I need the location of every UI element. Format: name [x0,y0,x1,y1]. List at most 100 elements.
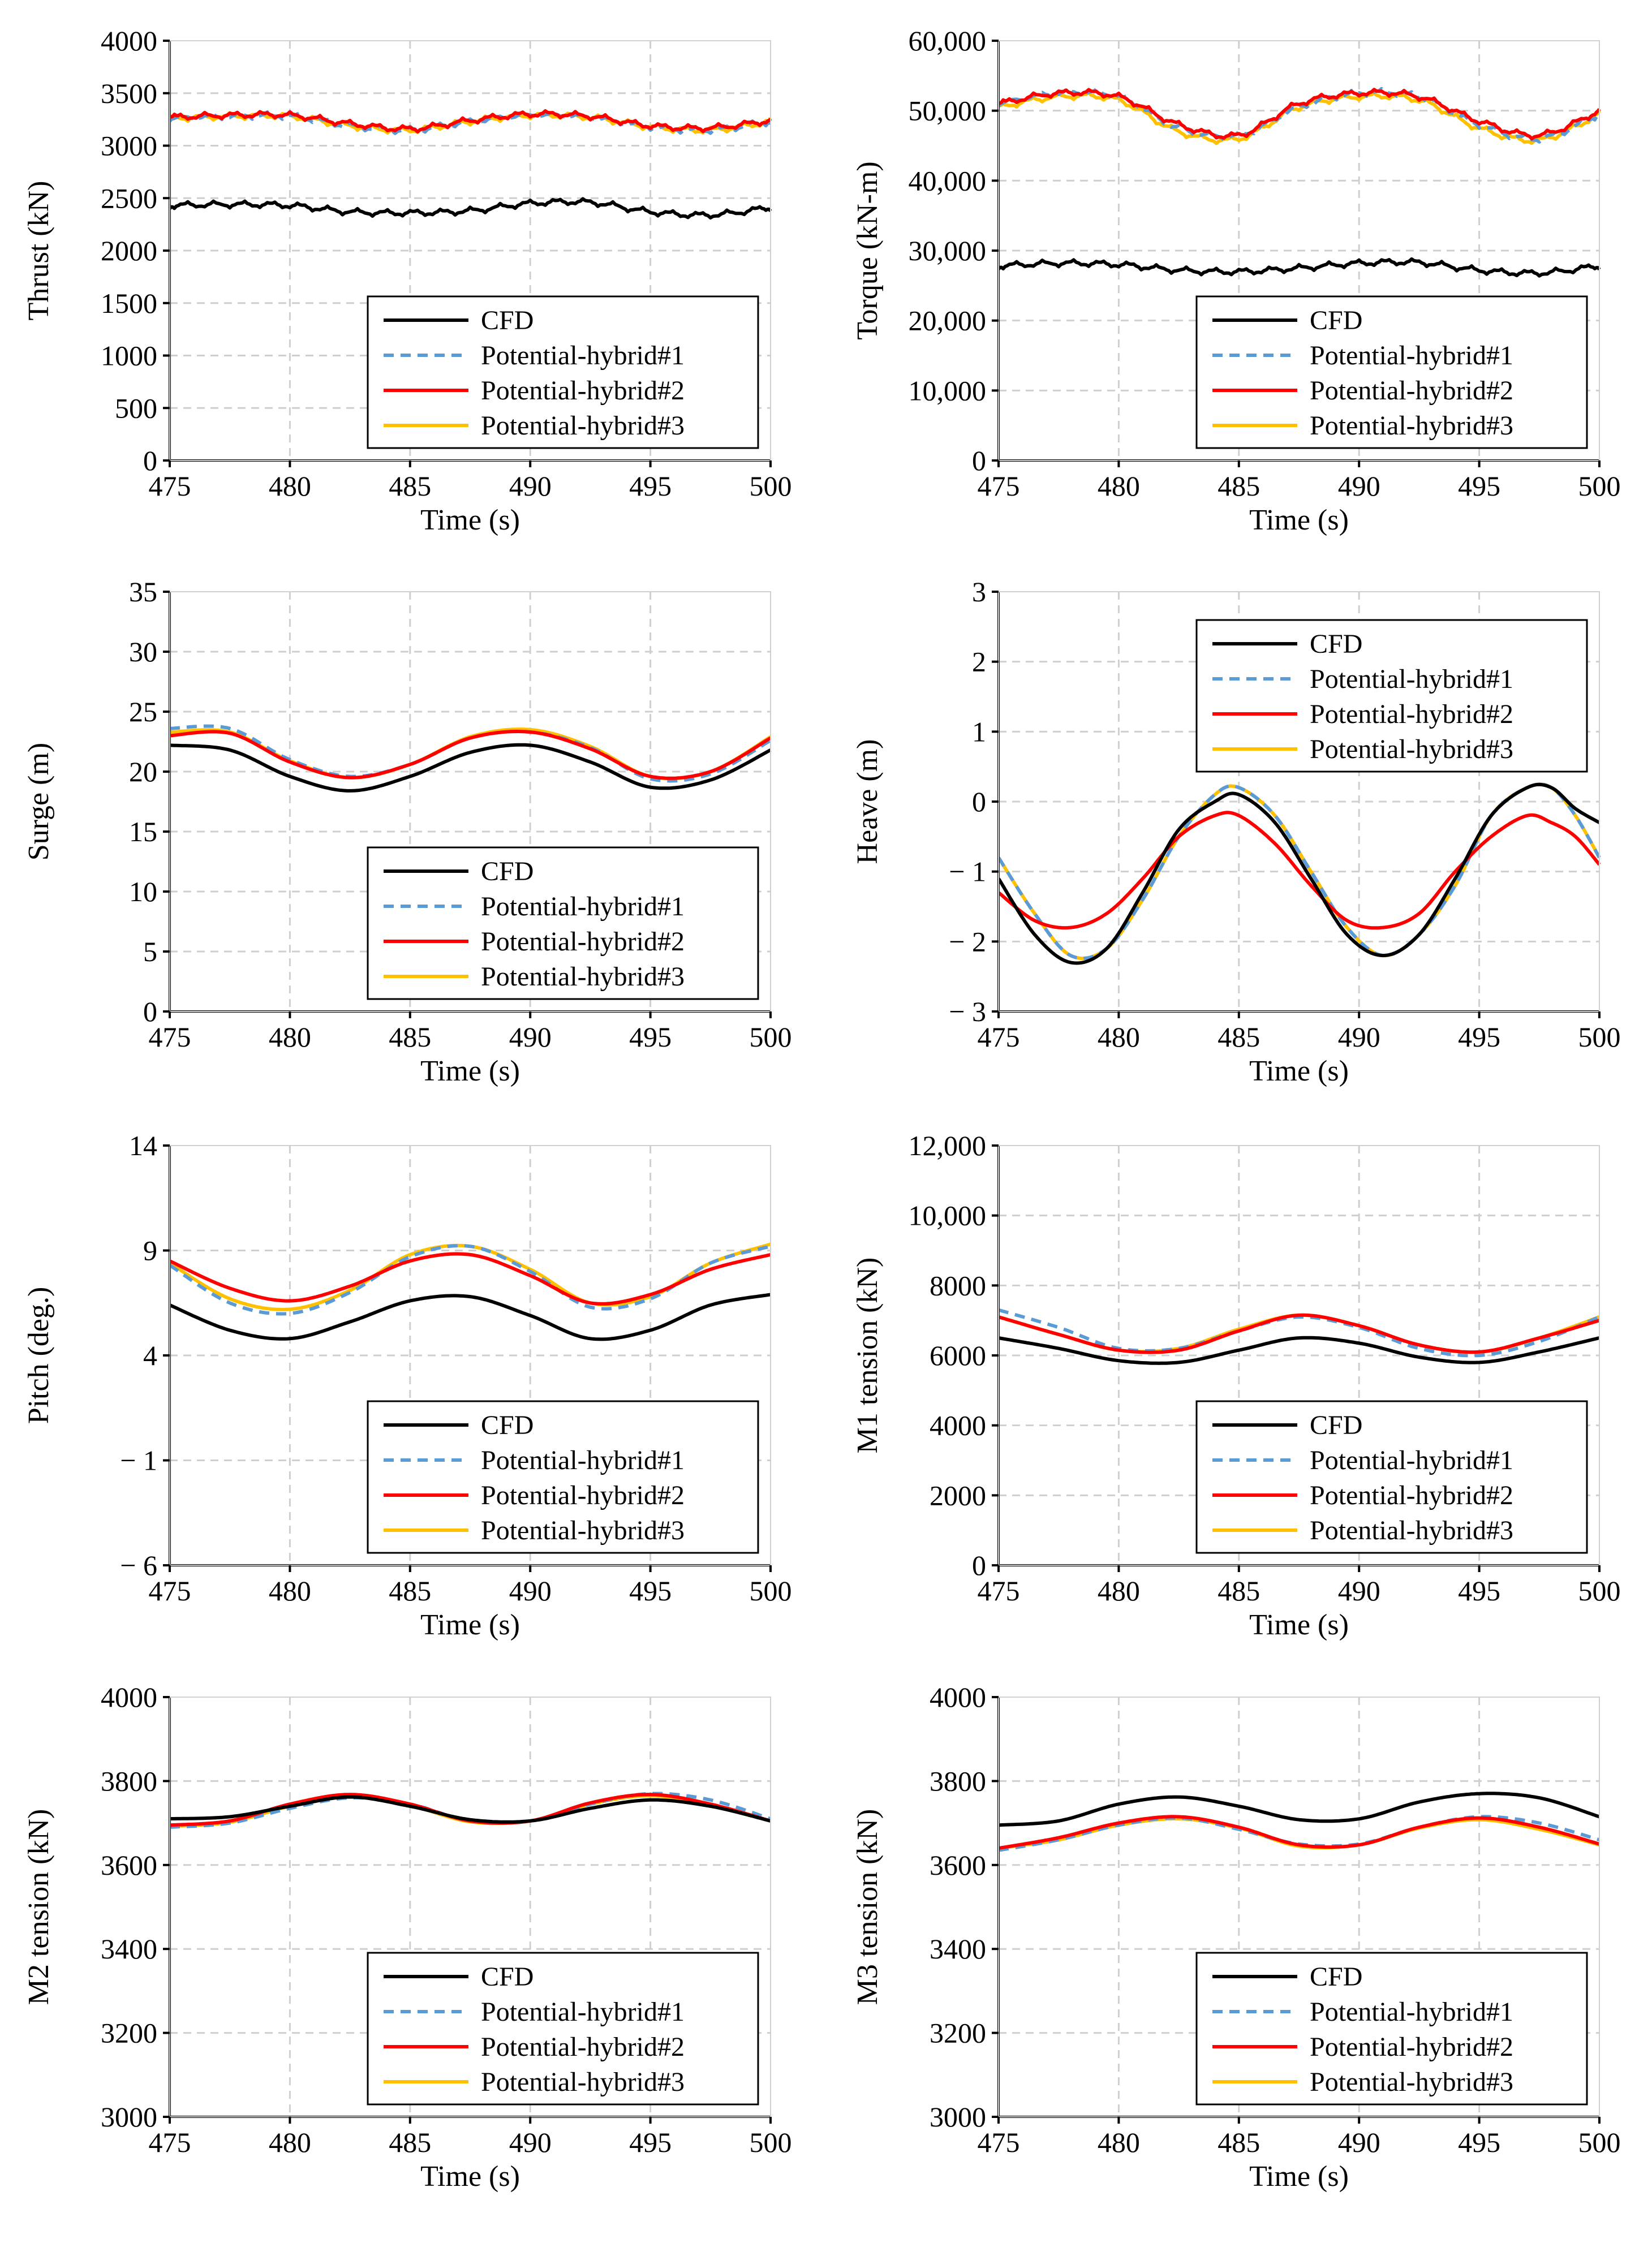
y-tick-label: 40,000 [909,165,987,196]
x-tick-label: 495 [629,1021,672,1053]
x-tick-label: 485 [1218,1575,1260,1607]
x-axis-title: Time (s) [420,504,520,536]
series-line-3 [998,1815,1600,1850]
y-tick-label: 14 [129,1130,157,1161]
x-tick-label: 500 [1578,470,1621,502]
legend-label-3: Potential-hybrid#2 [1310,376,1513,406]
chart-panel-7: 475 480 485 490 495 500 3000 3200 3400 3600 3800 40… [23,1681,792,2193]
legend: CFD Potential-hybrid#1 Potential-hybrid#2 P… [367,846,759,1000]
x-tick-label: 500 [1578,2126,1621,2158]
series-line-1 [997,782,1601,965]
legend-label-3: Potential-hybrid#2 [1310,699,1513,729]
x-tick-label: 490 [509,1021,552,1053]
x-tick-label: 485 [389,1021,431,1053]
y-tick-label: − 2 [949,925,986,957]
y-tick-label: 5 [143,936,157,967]
y-tick-label: 10,000 [909,374,987,406]
legend-label-4: Potential-hybrid#3 [1310,411,1513,441]
y-tick-label: − 1 [949,856,986,888]
legend: CFD Potential-hybrid#1 Potential-hybrid#2 P… [367,1952,759,2106]
legend-label-1: CFD [1310,1962,1362,1992]
x-tick-label: 490 [509,1575,552,1607]
x-tick-label: 495 [1458,470,1500,502]
y-tick-label: 4000 [101,1681,157,1713]
y-tick-label: 3800 [101,1765,157,1797]
x-tick-label: 490 [509,2126,552,2158]
series-line-2 [169,724,772,783]
x-tick-label: 490 [1338,2126,1380,2158]
x-tick-label: 480 [1098,1575,1140,1607]
legend-label-1: CFD [481,1410,534,1440]
x-axis-title: Time (s) [1249,504,1349,536]
y-tick-label: 2000 [930,1479,986,1511]
y-tick-label: 1 [972,716,986,747]
legend-label-4: Potential-hybrid#3 [481,411,685,441]
y-tick-label: − 1 [120,1445,157,1476]
y-tick-label: − 3 [949,996,986,1027]
x-tick-label: 485 [1218,1021,1260,1053]
y-tick-label: 4000 [101,25,157,57]
plot-frame [998,1697,1600,2117]
x-tick-label: 490 [509,470,552,502]
y-tick-label: 15 [129,816,157,847]
x-tick-label: 475 [978,1021,1020,1053]
y-tick-label: 0 [972,786,986,817]
x-tick-label: 500 [750,1575,792,1607]
y-tick-label: 3000 [101,2101,157,2133]
legend-label-3: Potential-hybrid#2 [481,1480,685,1510]
plot-frame [169,591,771,1012]
y-tick-label: 12,000 [909,1130,987,1161]
y-tick-label: 2500 [101,182,157,214]
x-axis-title: Time (s) [1249,1609,1349,1641]
legend-label-2: Potential-hybrid#1 [481,892,685,922]
y-tick-label: 3000 [101,130,157,162]
y-tick-label: 4000 [930,1410,986,1441]
y-tick-label: 0 [143,996,157,1027]
x-tick-label: 500 [1578,1021,1621,1053]
legend-box [367,295,759,449]
legend-label-2: Potential-hybrid#1 [1310,1445,1513,1475]
legend-label-1: CFD [481,856,534,886]
legend: CFD Potential-hybrid#1 Potential-hybrid#2 P… [1195,1952,1588,2106]
x-tick-label: 495 [1458,1575,1500,1607]
series-line-4 [997,91,1601,145]
x-tick-label: 500 [750,470,792,502]
series-line-3 [169,109,772,134]
legend-label-3: Potential-hybrid#2 [481,2032,685,2062]
x-tick-label: 475 [149,2126,191,2158]
legend: CFD Potential-hybrid#1 Potential-hybrid#2 P… [367,295,759,449]
y-tick-label: 3600 [101,1849,157,1881]
x-tick-label: 500 [750,2126,792,2158]
y-tick-label: 0 [972,445,986,476]
x-tick-label: 475 [978,470,1020,502]
y-tick-label: 3200 [101,2017,157,2049]
series-line-3 [169,1252,771,1306]
x-axis-title: Time (s) [1249,1055,1349,1087]
y-tick-label: 1500 [101,287,157,319]
y-tick-label: 3600 [930,1849,986,1881]
legend: CFD Potential-hybrid#1 Potential-hybrid#2 P… [367,1400,759,1554]
x-tick-label: 475 [149,470,191,502]
x-tick-label: 480 [1098,470,1140,502]
y-tick-label: − 6 [120,1549,157,1581]
x-tick-label: 495 [629,1575,672,1607]
x-tick-label: 495 [1458,2126,1500,2158]
y-tick-label: 20 [129,756,157,787]
series-line-3 [998,1313,1600,1354]
y-axis-title: M1 tension (kN) [851,1258,884,1454]
legend-label-1: CFD [1310,1410,1362,1440]
x-axis-title: Time (s) [420,2160,520,2193]
y-tick-label: 0 [972,1549,986,1581]
y-tick-label: 6000 [930,1340,986,1371]
legend-label-3: Potential-hybrid#2 [1310,1480,1513,1510]
legend-label-3: Potential-hybrid#2 [481,927,685,957]
y-tick-label: 10,000 [909,1200,987,1232]
series-line-1 [168,197,772,219]
legend: CFD Potential-hybrid#1 Potential-hybrid#2 P… [1195,619,1588,773]
x-tick-label: 485 [389,2126,431,2158]
legend-label-2: Potential-hybrid#1 [481,341,685,371]
x-tick-label: 490 [1338,1021,1380,1053]
legend-label-2: Potential-hybrid#1 [1310,1997,1513,2027]
legend: CFD Potential-hybrid#1 Potential-hybrid#2 P… [1195,295,1588,449]
y-tick-label: 50,000 [909,95,987,127]
